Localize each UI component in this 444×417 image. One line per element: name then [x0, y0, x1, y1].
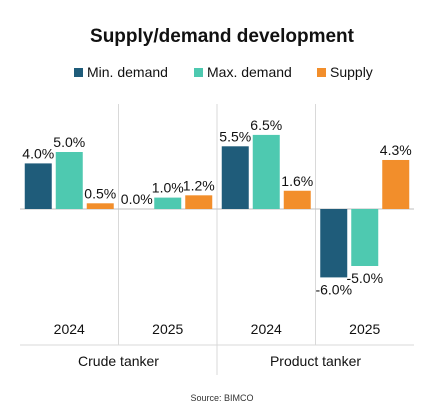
x-axis: 2024 2025 2024 2025 Crude tanker Product tank… — [20, 321, 414, 375]
bar-max-demand-0 — [55, 152, 83, 209]
group-label: Product tanker — [270, 353, 361, 369]
bar-max-demand-2 — [252, 134, 280, 209]
data-label: 1.0% — [152, 180, 184, 196]
group-label: Crude tanker — [78, 353, 159, 369]
bar-max-demand-3 — [351, 209, 379, 266]
data-label: 1.2% — [183, 177, 215, 193]
data-label: 0.5% — [84, 185, 116, 201]
data-label: 4.0% — [22, 145, 54, 161]
legend-swatch-1 — [194, 68, 203, 77]
data-label: 5.5% — [219, 128, 251, 144]
bar-supply-3 — [382, 159, 410, 209]
tick-label-year: 2025 — [152, 321, 183, 337]
legend-label-2: Supply — [330, 64, 373, 80]
data-label: -5.0% — [346, 270, 383, 286]
bar-supply-2 — [283, 190, 311, 209]
tick-label-year: 2025 — [349, 321, 380, 337]
legend-swatch-2 — [317, 68, 326, 77]
bar-supply-1 — [185, 195, 213, 209]
chart-title: Supply/demand development — [90, 26, 355, 47]
legend-label-1: Max. demand — [207, 64, 292, 80]
data-label: 6.5% — [250, 117, 282, 133]
source-note: Source: BIMCO — [190, 393, 253, 403]
plot-area: 4.0%5.0% 0.5% 0.0%1.0% 1.2% 5.5%6.5% 1.6% -6.0… — [20, 104, 414, 345]
bar-max-demand-1 — [154, 197, 182, 209]
tick-label-year: 2024 — [251, 321, 282, 337]
legend: Min. demand Max. demand Supply — [74, 64, 373, 80]
data-label: 5.0% — [53, 134, 85, 150]
data-label: 1.6% — [281, 173, 313, 189]
data-label: -6.0% — [315, 281, 352, 297]
data-label: 4.3% — [380, 142, 412, 158]
bar-min-demand-3 — [320, 209, 348, 278]
data-label: 0.0% — [121, 191, 153, 207]
legend-swatch-0 — [74, 68, 83, 77]
legend-label-0: Min. demand — [87, 64, 168, 80]
bar-min-demand-2 — [221, 146, 249, 209]
tick-label-year: 2024 — [54, 321, 85, 337]
bar-supply-0 — [86, 203, 114, 209]
bar-min-demand-0 — [24, 163, 52, 209]
